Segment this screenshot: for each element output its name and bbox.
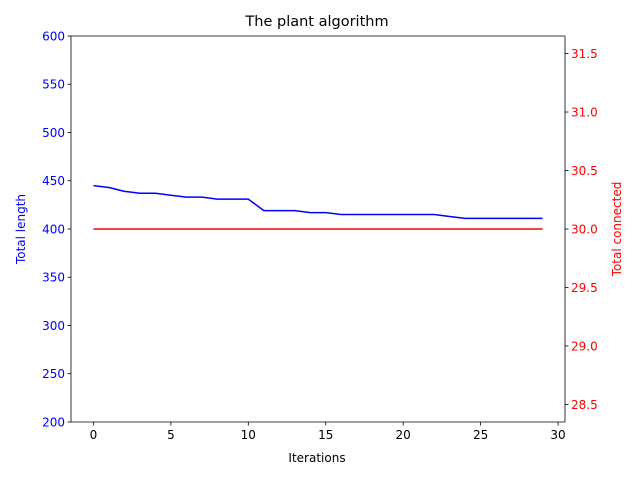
y-axis-right-title: Total connected xyxy=(610,182,624,278)
y-left-tick-label: 350 xyxy=(42,271,65,285)
x-tick-label: 10 xyxy=(241,428,256,442)
y-left-tick-label: 500 xyxy=(42,126,65,140)
series-line-total-length xyxy=(93,184,543,220)
x-tick-label: 15 xyxy=(318,428,333,442)
x-tick-label: 5 xyxy=(167,428,175,442)
y-left-tick-label: 400 xyxy=(42,222,65,236)
y-right-tick-label: 31.0 xyxy=(571,105,598,119)
x-tick-label: 20 xyxy=(396,428,411,442)
y-right-tick-label: 29.5 xyxy=(571,281,598,295)
x-tick-label: 0 xyxy=(90,428,98,442)
y-right-tick-label: 31.5 xyxy=(571,47,598,61)
chart-title: The plant algorithm xyxy=(244,14,388,30)
y-left-tick-label: 600 xyxy=(42,29,65,43)
x-tick-label: 30 xyxy=(550,428,565,442)
y-right-tick-label: 30.5 xyxy=(571,164,598,178)
plot-area: 0 5 10 15 20 25 30 200 250 300 350 400 450 500 550 600 2… xyxy=(42,29,598,442)
y-left-tick-label: 450 xyxy=(42,174,65,188)
y-left-tick-label: 300 xyxy=(42,319,65,333)
y-axis-left-title: Total length xyxy=(14,194,28,265)
y-left-tick-label: 250 xyxy=(42,367,65,381)
y-right-tick-label: 30.0 xyxy=(571,222,598,236)
y-right-tick-label: 29.0 xyxy=(571,339,598,353)
y-left-tick-label: 550 xyxy=(42,78,65,92)
x-axis-title: Iterations xyxy=(288,451,345,465)
y-left-tick-label: 200 xyxy=(42,415,65,429)
x-tick-label: 25 xyxy=(473,428,488,442)
y-right-tick-label: 28.5 xyxy=(571,398,598,412)
